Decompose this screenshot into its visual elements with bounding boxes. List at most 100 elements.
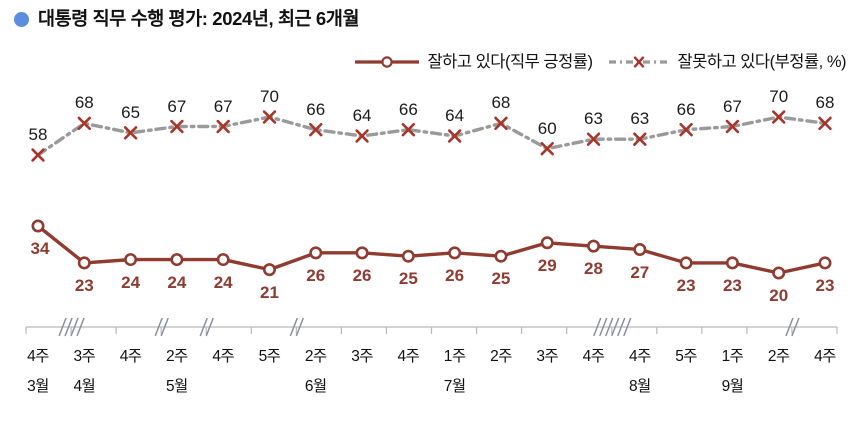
axis-break-slash: [154, 317, 163, 337]
legend-label-positive: 잘하고 있다(직무 긍정률): [427, 53, 593, 71]
legend-key-dashed-line-icon: [609, 56, 670, 68]
circle-marker-icon: [725, 256, 739, 270]
x-tick-week-label: 5주: [258, 348, 281, 365]
value-label-negative: 67: [722, 96, 742, 116]
axis-break-slash: [593, 317, 602, 337]
x-tick-week-label: 3주: [536, 348, 559, 365]
x-tick-month-label: 3월: [27, 378, 49, 395]
value-label-positive: 20: [769, 286, 789, 305]
value-label-positive: 25: [491, 269, 511, 289]
axis-break-slash: [58, 317, 67, 337]
legend-item-positive: 잘하고 있다(직무 긍정률): [354, 53, 593, 71]
x-tick-week-label: 1주: [721, 348, 744, 365]
axis-break-slash: [289, 317, 299, 337]
value-label-positive: 28: [584, 259, 603, 279]
series-positive-markers: [31, 219, 832, 280]
x-marker-icon: [772, 110, 786, 124]
x-tick-week-label: 4주: [814, 348, 836, 365]
series-negative-line: [36, 115, 827, 157]
x-marker-icon: [447, 129, 462, 143]
circle-marker-icon: [355, 246, 369, 260]
x-marker-icon: [633, 132, 647, 146]
value-label-negative: 63: [584, 109, 603, 129]
x-tick-week-label: 2주: [490, 348, 512, 365]
axis-break-slash: [76, 317, 85, 337]
circle-marker-icon: [448, 246, 462, 260]
value-label-negative: 58: [28, 125, 48, 144]
series-negative-markers: [31, 110, 832, 162]
axis-break-slash: [785, 317, 794, 337]
value-label-positive: 23: [815, 275, 835, 295]
axis-break-slash: [64, 317, 73, 337]
x-marker-icon: [170, 119, 184, 134]
value-label-negative: 65: [121, 102, 141, 122]
legend-label-negative: 잘못하고 있다(부정률, %): [677, 53, 846, 71]
value-label-negative: 70: [769, 87, 789, 106]
legend-key-solid-line-icon: [355, 56, 420, 68]
axis-break-slash: [199, 317, 208, 337]
circle-marker-icon: [401, 249, 415, 263]
x-marker-icon: [309, 122, 323, 137]
chart-legend: 잘하고 있다(직무 긍정률) 잘못하고 있다(부정률, %): [354, 54, 846, 71]
x-tick-week-label: 4주: [212, 348, 235, 365]
x-tick-week-label: 4주: [397, 348, 420, 365]
value-label-positive: 23: [74, 275, 94, 295]
x-tick-month-label: 4월: [73, 378, 96, 395]
value-label-positive: 25: [398, 269, 418, 289]
x-tick-week-label: 2주: [166, 348, 188, 365]
value-label-negative: 68: [815, 93, 835, 113]
axis-break-slash: [617, 317, 626, 337]
circle-marker-icon: [772, 266, 786, 280]
circle-marker-icon: [77, 256, 91, 270]
value-label-positive: 34: [30, 239, 50, 258]
x-tick-week-label: 4주: [119, 348, 142, 365]
circle-marker-icon: [124, 253, 138, 267]
x-tick-week-label: 3주: [351, 348, 373, 365]
axis-break-slash: [295, 317, 305, 337]
value-label-negative: 66: [676, 99, 696, 119]
circle-marker-icon: [170, 253, 184, 267]
value-label-negative: 66: [306, 99, 326, 119]
value-label-negative: 67: [167, 96, 187, 116]
x-marker-icon: [31, 148, 45, 162]
x-marker-icon: [818, 116, 832, 131]
x-marker-icon: [355, 129, 369, 143]
axis-break-slash: [599, 317, 608, 337]
value-label-negative: 66: [398, 99, 418, 119]
x-tick-month-label: 6월: [304, 378, 327, 395]
x-tick-week-label: 2주: [304, 348, 327, 365]
x-marker-icon: [216, 119, 230, 134]
title-bullet-icon: [14, 11, 29, 27]
value-label-negative: 68: [74, 93, 94, 113]
page-title: 대통령 직무 수행 평가: 2024년, 최근 6개월: [38, 8, 360, 29]
value-label-positive: 24: [121, 272, 141, 292]
circle-marker-icon: [31, 219, 45, 233]
value-label-negative: 60: [537, 118, 557, 138]
x-marker-icon: [679, 122, 693, 137]
value-label-positive: 29: [537, 255, 557, 275]
x-tick-week-label: 5주: [675, 348, 697, 365]
x-marker-icon: [586, 132, 601, 146]
value-label-negative: 70: [260, 87, 279, 106]
legend-item-negative: 잘못하고 있다(부정률, %): [608, 54, 846, 71]
circle-marker-icon: [679, 256, 693, 270]
x-marker-icon: [401, 122, 416, 137]
x-marker-icon: [494, 116, 508, 131]
axis-break-slash: [70, 317, 79, 337]
circle-marker-icon: [309, 246, 323, 260]
axis-break-slash: [605, 317, 614, 337]
value-label-negative: 63: [630, 109, 650, 129]
circle-marker-icon: [216, 253, 230, 267]
value-label-positive: 24: [213, 272, 233, 292]
value-label-positive: 24: [167, 272, 187, 292]
value-label-positive: 26: [352, 265, 372, 285]
x-marker-icon: [262, 110, 277, 124]
x-marker-icon: [77, 116, 91, 131]
axis-break-slash: [791, 317, 800, 337]
value-label-positive: 23: [676, 275, 696, 295]
circle-marker-icon: [540, 236, 554, 250]
x-tick-week-label: 3주: [73, 348, 96, 365]
x-marker-icon: [123, 126, 138, 140]
x-tick-week-label: 2주: [767, 348, 790, 365]
x-tick-month-label: 7월: [443, 378, 466, 395]
